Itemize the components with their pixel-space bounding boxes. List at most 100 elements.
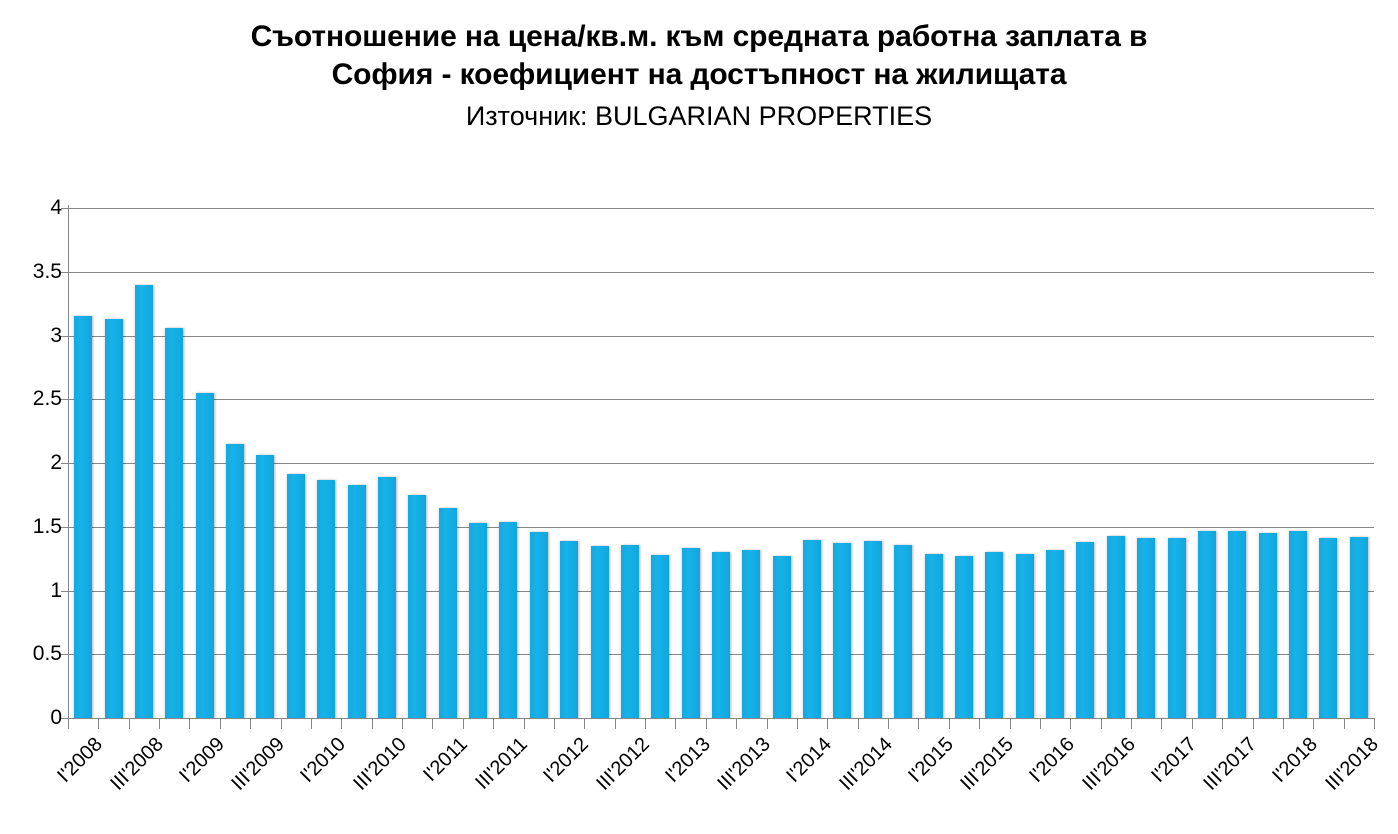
bar[interactable]: [1015, 553, 1034, 718]
x-axis-tick-label: III'2012: [592, 733, 654, 795]
x-axis-tick-label: I'2013: [660, 733, 715, 787]
bar[interactable]: [438, 507, 457, 718]
bar[interactable]: [377, 477, 396, 718]
bar[interactable]: [651, 554, 670, 718]
x-axis-tick-mark: [371, 718, 373, 729]
bar[interactable]: [1349, 536, 1368, 718]
x-axis-tick-mark: [948, 718, 950, 729]
x-axis-tick-mark: [523, 718, 525, 729]
x-axis-tick-mark: [250, 718, 252, 729]
bar[interactable]: [134, 284, 153, 718]
bar[interactable]: [742, 549, 761, 718]
y-axis-tick-mark: [61, 208, 69, 209]
bar[interactable]: [985, 552, 1004, 718]
x-axis-tick-mark: [1009, 718, 1011, 729]
x-axis-tick-mark: [796, 718, 798, 729]
x-axis-tick-label: I'2008: [53, 733, 108, 787]
bar[interactable]: [954, 556, 973, 718]
bar[interactable]: [1076, 542, 1095, 718]
bar[interactable]: [1106, 535, 1125, 718]
x-axis-labels: I'2008 III'2008 I'2009 III'2009 I'2010 III'20…: [0, 730, 1398, 834]
bar[interactable]: [1289, 530, 1308, 718]
bar[interactable]: [347, 484, 366, 718]
bar[interactable]: [1319, 538, 1338, 718]
bar[interactable]: [286, 474, 305, 718]
gridline: [68, 335, 1374, 337]
y-axis-tick-mark: [61, 271, 69, 273]
bar[interactable]: [529, 531, 548, 718]
bar[interactable]: [226, 443, 245, 718]
x-axis-tick-label: I'2011: [418, 733, 472, 786]
chart-source-label: Източник: BULGARIAN PROPERTIES: [465, 101, 933, 131]
x-axis-tick-mark: [1161, 718, 1163, 729]
x-axis-tick-mark: [1222, 718, 1224, 729]
bar[interactable]: [560, 540, 579, 718]
x-axis-tick-mark: [462, 718, 464, 729]
x-axis-tick-mark: [402, 718, 404, 729]
bar[interactable]: [1137, 538, 1156, 718]
x-axis-tick-mark: [1131, 718, 1133, 729]
bar[interactable]: [195, 392, 214, 718]
x-axis-tick-mark: [857, 718, 859, 729]
x-axis-tick-mark: [1039, 718, 1041, 729]
bar[interactable]: [1258, 533, 1277, 718]
chart-title-line-2: София - коефициент на достъпност на жили…: [331, 58, 1067, 91]
x-axis-tick-marks: [68, 718, 1375, 730]
bar[interactable]: [620, 544, 639, 718]
bar[interactable]: [74, 316, 93, 718]
y-axis-tick-label: 3.5: [32, 259, 62, 283]
bar[interactable]: [469, 522, 488, 718]
x-axis-tick-mark: [1282, 718, 1284, 729]
chart-title-block: Съотношение на цена/кв.м. към средната р…: [0, 18, 1398, 135]
bar[interactable]: [590, 545, 609, 718]
x-axis-tick-label: III'2009: [227, 733, 290, 795]
bar[interactable]: [772, 556, 791, 718]
y-axis-tick-mark: [61, 718, 69, 719]
bar[interactable]: [803, 539, 822, 718]
y-axis-tick-label: 4: [50, 196, 62, 219]
bar[interactable]: [1167, 538, 1186, 718]
y-axis-tick-label: 2: [50, 451, 62, 474]
x-axis-tick-label: I'2017: [1146, 733, 1201, 787]
y-axis-tick-mark: [61, 335, 69, 337]
x-axis-tick-mark: [705, 718, 707, 729]
bar[interactable]: [1197, 530, 1216, 718]
y-axis-labels: 0 0.5 1 1.5 2 2.5 3 3.5 4: [0, 197, 69, 728]
bar[interactable]: [256, 455, 275, 718]
x-axis-tick-mark: [827, 718, 829, 729]
bar[interactable]: [863, 540, 882, 718]
x-axis-tick-label: III'2018: [1321, 733, 1383, 795]
bar[interactable]: [499, 521, 518, 718]
x-axis-tick-mark: [1313, 718, 1315, 729]
x-axis-line: [67, 718, 1375, 719]
x-axis-tick-label: I'2016: [1025, 733, 1079, 787]
bar[interactable]: [165, 327, 184, 718]
x-axis-tick-mark: [766, 718, 768, 729]
gridline: [68, 463, 1374, 464]
bar[interactable]: [712, 552, 730, 718]
bar[interactable]: [833, 543, 852, 718]
bar[interactable]: [894, 544, 913, 718]
x-axis-tick-label: I'2010: [296, 733, 351, 787]
bar[interactable]: [924, 553, 943, 718]
y-axis-tick-mark: [61, 526, 69, 528]
bar[interactable]: [104, 318, 123, 718]
y-axis-tick-label: 0.5: [32, 642, 62, 666]
bar[interactable]: [1228, 530, 1247, 718]
x-axis-tick-label: III'2011: [471, 733, 533, 794]
bar[interactable]: [408, 494, 427, 718]
bar[interactable]: [681, 548, 700, 718]
x-axis-tick-mark: [98, 718, 100, 729]
bar[interactable]: [317, 479, 336, 718]
x-axis-tick-label: III'2008: [106, 733, 168, 795]
x-axis-tick-mark: [341, 718, 343, 729]
x-axis-tick-mark: [1252, 718, 1254, 729]
x-axis-tick-label: I'2015: [903, 733, 958, 787]
bar[interactable]: [1046, 549, 1065, 718]
x-axis-tick-mark: [189, 718, 191, 729]
x-axis-tick-mark: [1070, 718, 1072, 729]
x-axis-tick-mark: [614, 718, 616, 729]
x-axis-tick-mark: [493, 718, 495, 729]
x-axis-tick-mark: [1374, 718, 1375, 729]
